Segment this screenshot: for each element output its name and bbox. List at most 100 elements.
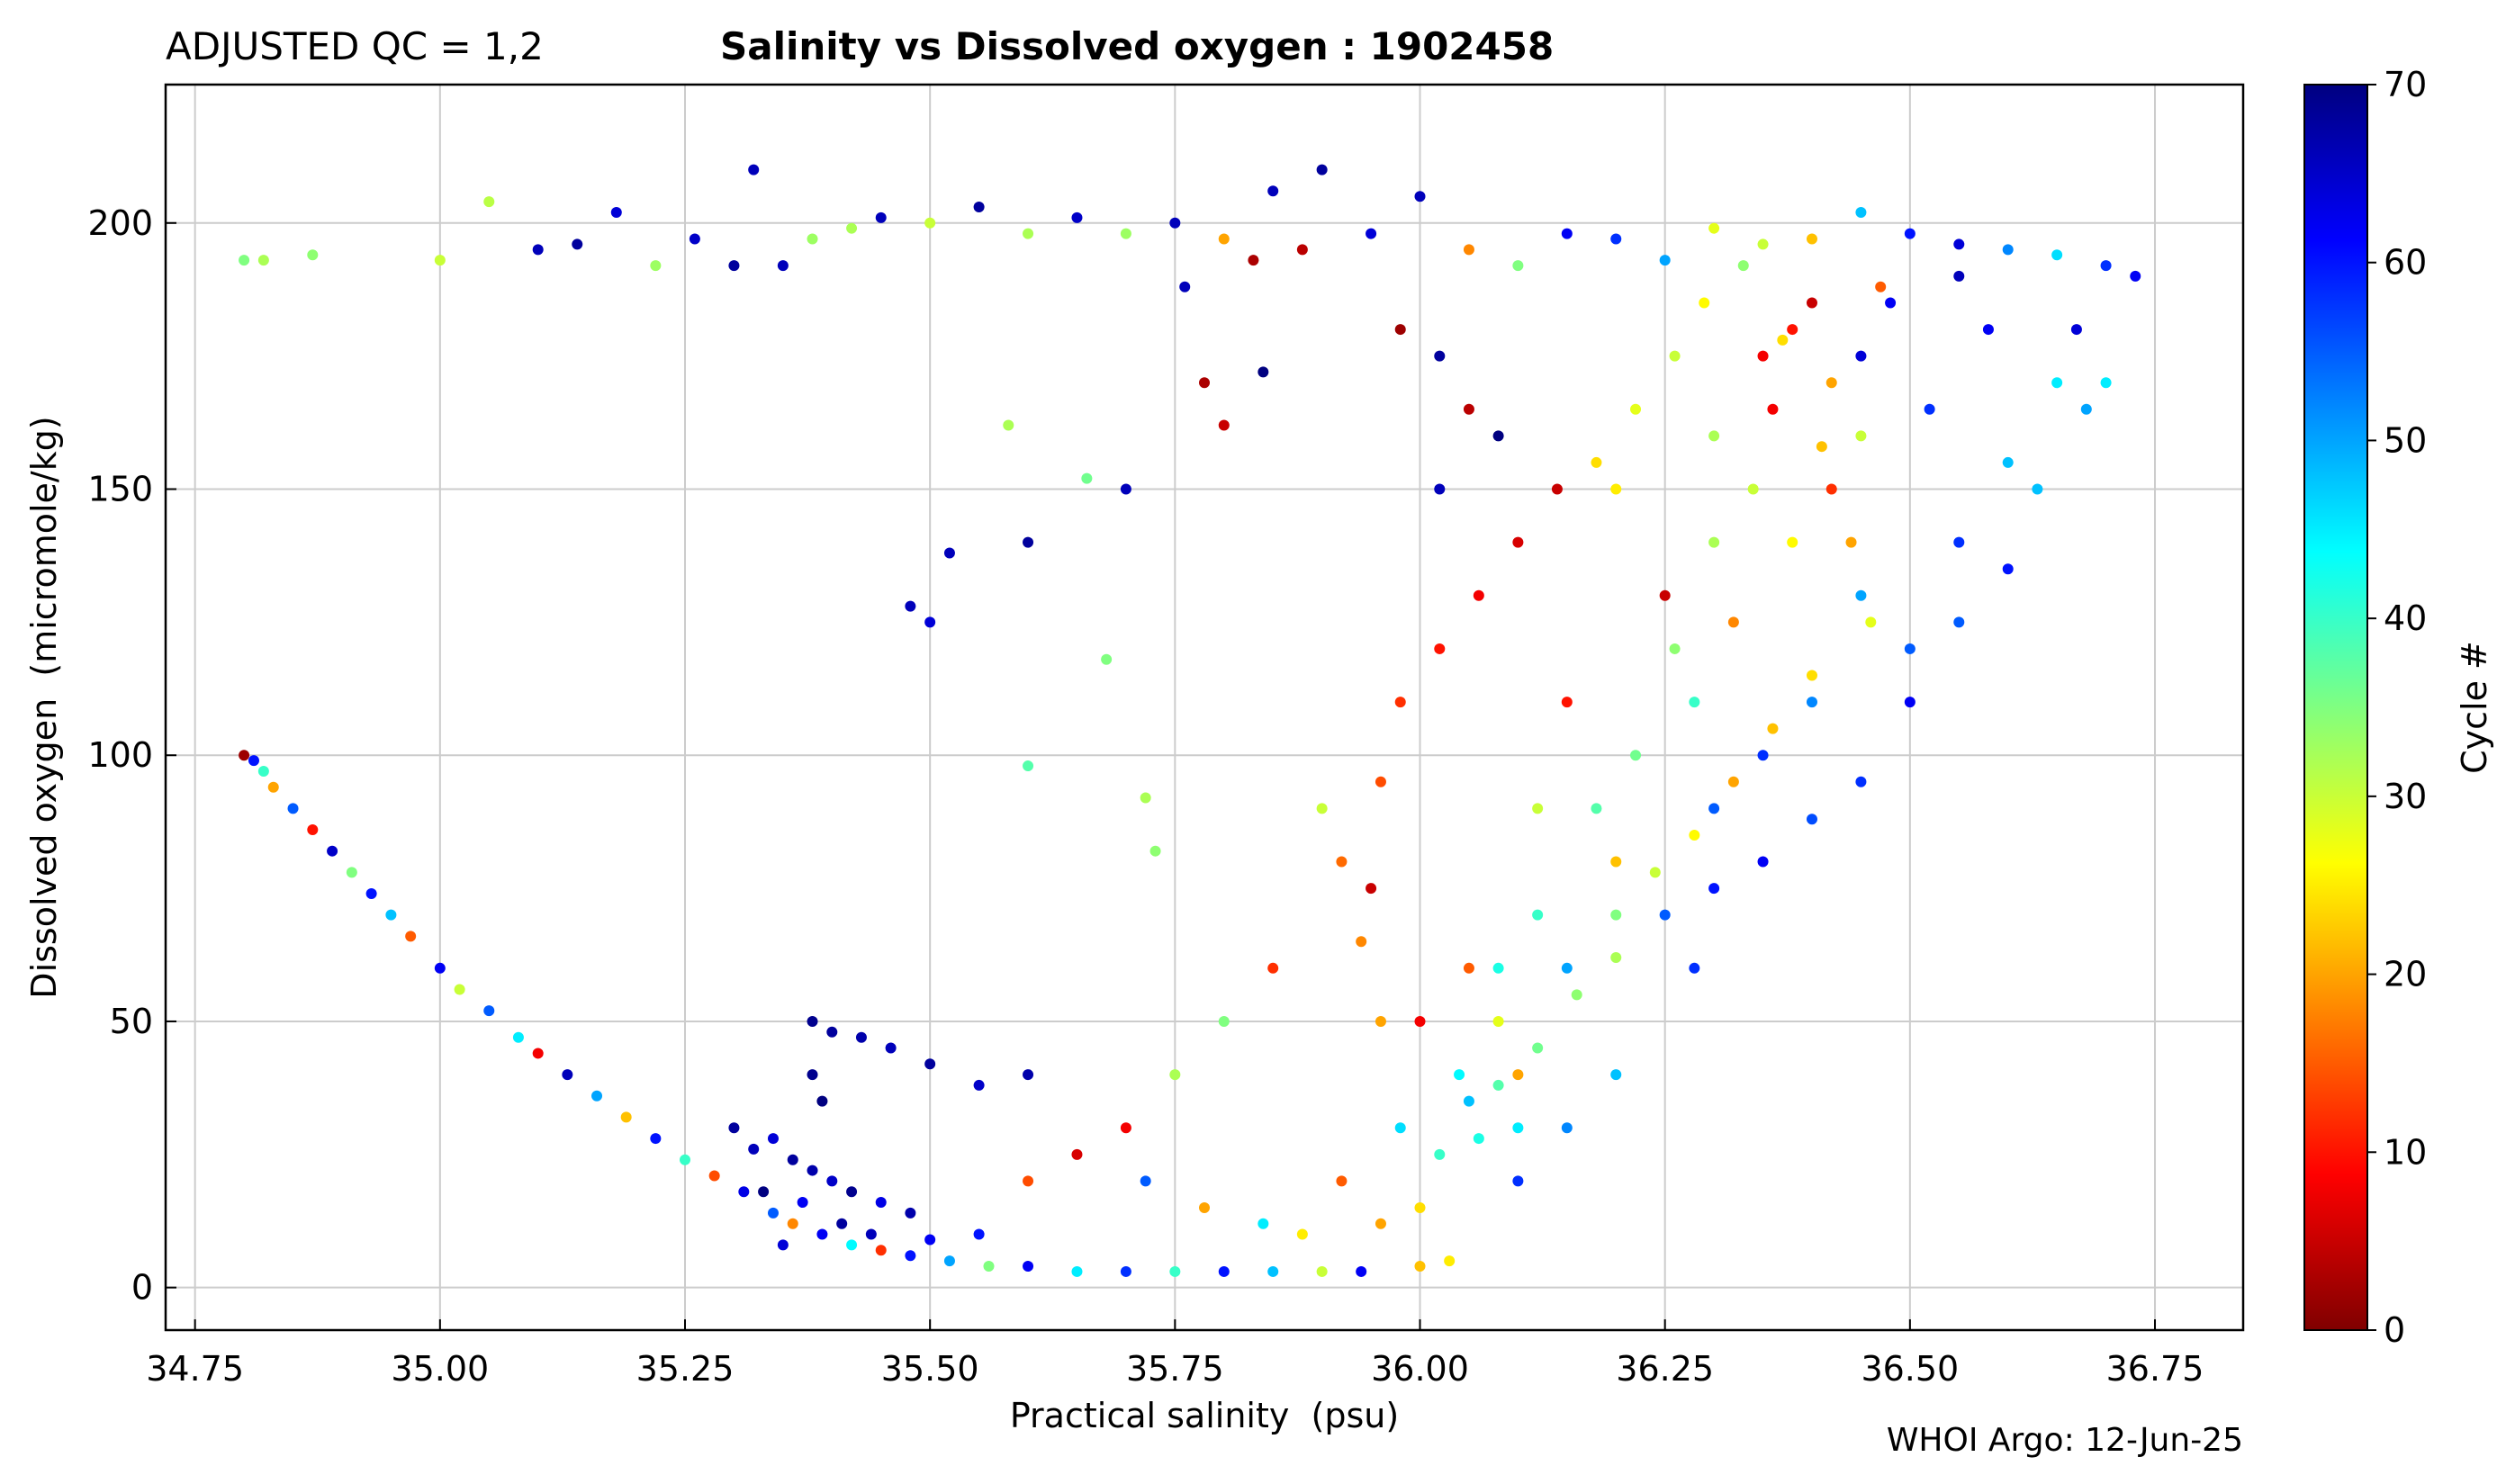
data-point (1394, 1122, 1406, 1134)
colorbar-tick-label: 50 (2384, 420, 2427, 460)
data-point (1296, 1228, 1308, 1240)
data-point (1512, 260, 1524, 272)
data-point (1777, 334, 1789, 346)
data-point (1689, 962, 1700, 974)
data-point (1336, 856, 1348, 868)
chart-title: Salinity vs Dissolved oxygen : 1902458 (720, 24, 1554, 68)
data-point (767, 1133, 779, 1145)
data-point (924, 1058, 936, 1070)
data-point (1885, 297, 1897, 309)
data-point (1806, 297, 1817, 309)
data-point (248, 755, 259, 767)
data-point (787, 1218, 798, 1229)
data-point (2070, 324, 2082, 336)
data-point (1699, 297, 1710, 309)
data-point (1434, 350, 1446, 362)
data-point (287, 803, 299, 814)
data-point (1689, 697, 1700, 708)
data-point (1659, 255, 1671, 266)
data-point (1394, 324, 1406, 336)
colorbar-ticks: 0 10 20 30 40 50 60 70 (2367, 65, 2427, 1350)
data-point (1845, 536, 1857, 548)
data-point (767, 1207, 779, 1219)
data-point (2130, 270, 2141, 282)
data-point (2032, 483, 2043, 495)
data-point (1561, 697, 1573, 708)
data-point (620, 1111, 632, 1123)
data-point (257, 255, 269, 266)
data-point (924, 616, 936, 628)
data-point (257, 765, 269, 777)
data-point (1953, 238, 1965, 250)
data-point (1169, 217, 1181, 229)
data-point (797, 1197, 808, 1209)
colorbar (2303, 84, 2368, 1331)
data-point (1708, 803, 1720, 814)
data-point (689, 233, 700, 245)
x-axis-label: Practical salinity (psu) (1010, 1396, 1399, 1435)
data-point (1023, 760, 1034, 772)
data-point (1904, 643, 1916, 654)
data-point (1806, 814, 1817, 825)
x-tick-label: 35.25 (636, 1349, 735, 1389)
data-point (1659, 589, 1671, 601)
data-point (875, 1245, 887, 1256)
x-tick-label: 36.25 (1616, 1349, 1714, 1389)
data-point (1023, 1069, 1034, 1081)
data-point (875, 211, 887, 223)
data-point (1855, 350, 1867, 362)
data-point (2051, 249, 2063, 261)
data-point (591, 1090, 603, 1102)
data-point (924, 1234, 936, 1246)
data-point (836, 1218, 848, 1229)
data-point (1414, 191, 1426, 202)
data-point (1855, 589, 1867, 601)
data-point (973, 202, 985, 213)
data-point (1454, 1069, 1465, 1081)
data-point (267, 781, 279, 793)
data-point (1708, 222, 1720, 234)
data-point (1708, 536, 1720, 548)
data-point (327, 845, 338, 857)
y-tick-label: 100 (87, 735, 153, 775)
data-point (1463, 244, 1474, 256)
x-tick-label: 36.50 (1861, 1349, 1959, 1389)
colorbar-tick-label: 0 (2384, 1310, 2405, 1350)
data-point (434, 255, 446, 266)
data-point (1708, 430, 1720, 442)
data-point (826, 1026, 838, 1038)
data-point (1023, 228, 1034, 239)
data-point (1179, 281, 1191, 292)
data-point (1434, 643, 1446, 654)
data-point (1414, 1261, 1426, 1273)
data-point (1444, 1255, 1456, 1267)
plot-frame (164, 83, 2245, 1332)
data-point (1258, 1218, 1269, 1229)
x-tick-label: 35.00 (391, 1349, 489, 1389)
data-point (1669, 643, 1681, 654)
data-point (1571, 989, 1582, 1001)
data-point (1267, 962, 1279, 974)
credit-text: WHOI Argo: 12-Jun-25 (1887, 1422, 2243, 1459)
data-point (2080, 403, 2092, 415)
data-point (1532, 1042, 1544, 1054)
data-point (1630, 750, 1642, 761)
data-point (1218, 233, 1230, 245)
data-point (1757, 350, 1769, 362)
data-point (728, 260, 740, 272)
colorbar-tick-label: 60 (2384, 243, 2427, 283)
data-point (973, 1079, 985, 1091)
data-point (346, 867, 357, 878)
data-point (1561, 228, 1573, 239)
data-point (1512, 536, 1524, 548)
data-point (748, 164, 760, 175)
data-point (777, 1239, 789, 1251)
data-point (1375, 1015, 1386, 1027)
data-point (1492, 430, 1504, 442)
data-point (1767, 403, 1779, 415)
data-point (1169, 1265, 1181, 1277)
data-point (1199, 1201, 1210, 1213)
colorbar-tick-label: 30 (2384, 777, 2427, 816)
data-point (1199, 377, 1210, 389)
data-point (1610, 483, 1622, 495)
